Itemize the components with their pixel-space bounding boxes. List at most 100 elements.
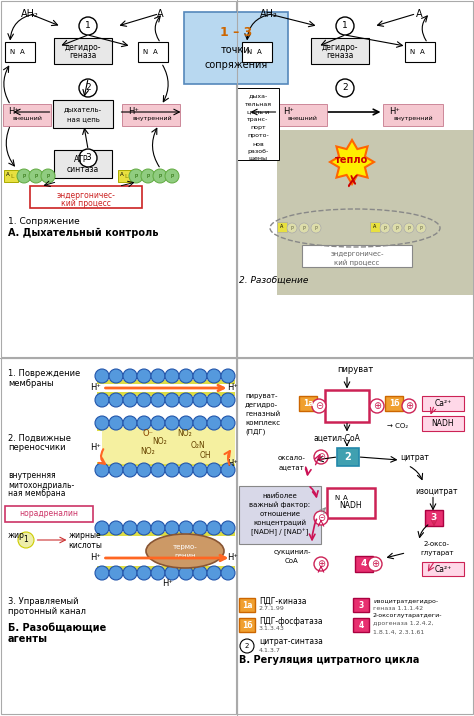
Text: изоцитрат: изоцитрат [416,488,458,496]
Text: 2. Подвижные: 2. Подвижные [8,433,71,442]
Text: H⁺: H⁺ [91,443,101,453]
Circle shape [29,169,43,183]
Text: порт: порт [250,125,266,130]
Text: 3.1.3.43: 3.1.3.43 [259,626,285,632]
Bar [1,1,236,357]
Text: AH₂: AH₂ [260,9,278,19]
Text: 1.8.1.4, 2.3.1.61: 1.8.1.4, 2.3.1.61 [373,629,424,634]
Circle shape [151,369,165,383]
Circle shape [165,393,179,407]
Bar [102,427,235,464]
Text: AH₂: AH₂ [21,9,39,19]
Text: OH: OH [199,452,211,460]
Circle shape [123,393,137,407]
Circle shape [165,566,179,580]
Text: H⁺: H⁺ [128,107,139,115]
Text: нов: нов [252,142,264,147]
Text: H⁺: H⁺ [163,579,173,589]
Bar [239,618,255,632]
Circle shape [221,393,235,407]
Text: ацетат: ацетат [279,464,305,470]
Circle shape [402,399,416,413]
Bar [97,427,235,431]
Circle shape [123,521,137,535]
Circle shape [95,566,109,580]
Text: (ПДГ): (ПДГ) [245,429,265,435]
Text: сукцинил-: сукцинил- [273,549,311,555]
Bar [3,104,51,126]
Text: ⊕: ⊕ [317,559,325,569]
Text: мембраны: мембраны [8,379,54,389]
Text: транс-: транс- [247,117,269,122]
Circle shape [287,223,297,233]
Circle shape [193,521,207,535]
Circle shape [392,223,402,233]
Text: агенты: агенты [8,634,48,644]
Text: 1: 1 [24,536,28,544]
Circle shape [404,223,414,233]
Circle shape [179,463,193,477]
Circle shape [137,369,151,383]
Text: 4.1.3.7: 4.1.3.7 [259,647,281,652]
Bar [370,222,380,232]
Circle shape [109,369,123,383]
Circle shape [221,369,235,383]
Bar [405,42,435,62]
Text: P: P [383,226,386,231]
Text: точки: точки [221,45,251,55]
Text: 3. Управляемый: 3. Управляемый [8,597,79,606]
Text: эндергоничес-: эндергоничес- [56,191,116,200]
Circle shape [109,566,123,580]
Circle shape [416,223,426,233]
Text: ПДГ-киназа: ПДГ-киназа [259,596,307,606]
Circle shape [165,169,179,183]
Text: геназа: геназа [69,52,97,60]
Text: АТР-: АТР- [74,155,91,165]
Text: P: P [291,226,293,231]
Text: 1. Повреждение: 1. Повреждение [8,369,80,379]
Text: NADH: NADH [340,501,362,511]
Bar [5,42,35,62]
Text: 2: 2 [342,84,348,92]
Bar [325,390,369,422]
Text: 2-оксо-: 2-оксо- [424,541,450,547]
Circle shape [193,463,207,477]
Bar [138,42,168,62]
Circle shape [240,639,254,653]
Text: NO₂: NO₂ [141,447,155,455]
Text: эндергоничес-: эндергоничес- [330,251,384,257]
Text: 1: 1 [342,21,348,31]
Text: O₂N: O₂N [191,442,205,450]
Bar [5,506,93,522]
Bar [299,396,317,411]
Text: кий процесс: кий процесс [334,260,380,266]
Text: наиболее: наиболее [263,493,297,499]
Circle shape [137,393,151,407]
Circle shape [137,416,151,430]
Text: H⁺: H⁺ [390,107,401,115]
Text: L: L [10,175,14,180]
Text: переносчики: переносчики [8,443,65,453]
Text: митохондриаль-: митохондриаль- [8,480,74,490]
Bar [422,396,464,411]
Text: P: P [419,226,422,231]
Text: оксало-: оксало- [278,455,306,461]
Text: норадреналин: норадреналин [19,510,79,518]
Text: O⁻: O⁻ [143,430,154,438]
Text: цитрат: цитрат [401,453,429,463]
Text: L: L [124,175,128,180]
Text: генин: генин [174,553,196,559]
Circle shape [79,79,97,97]
Bar [237,358,473,714]
Text: P: P [134,173,137,178]
Text: термо-: термо- [173,544,197,550]
Bar [383,104,443,126]
Circle shape [109,416,123,430]
Circle shape [165,463,179,477]
Text: P: P [302,226,305,231]
Bar [97,532,235,536]
Bar [237,1,473,357]
Circle shape [221,566,235,580]
Circle shape [193,566,207,580]
Text: глутарат: глутарат [420,550,454,556]
